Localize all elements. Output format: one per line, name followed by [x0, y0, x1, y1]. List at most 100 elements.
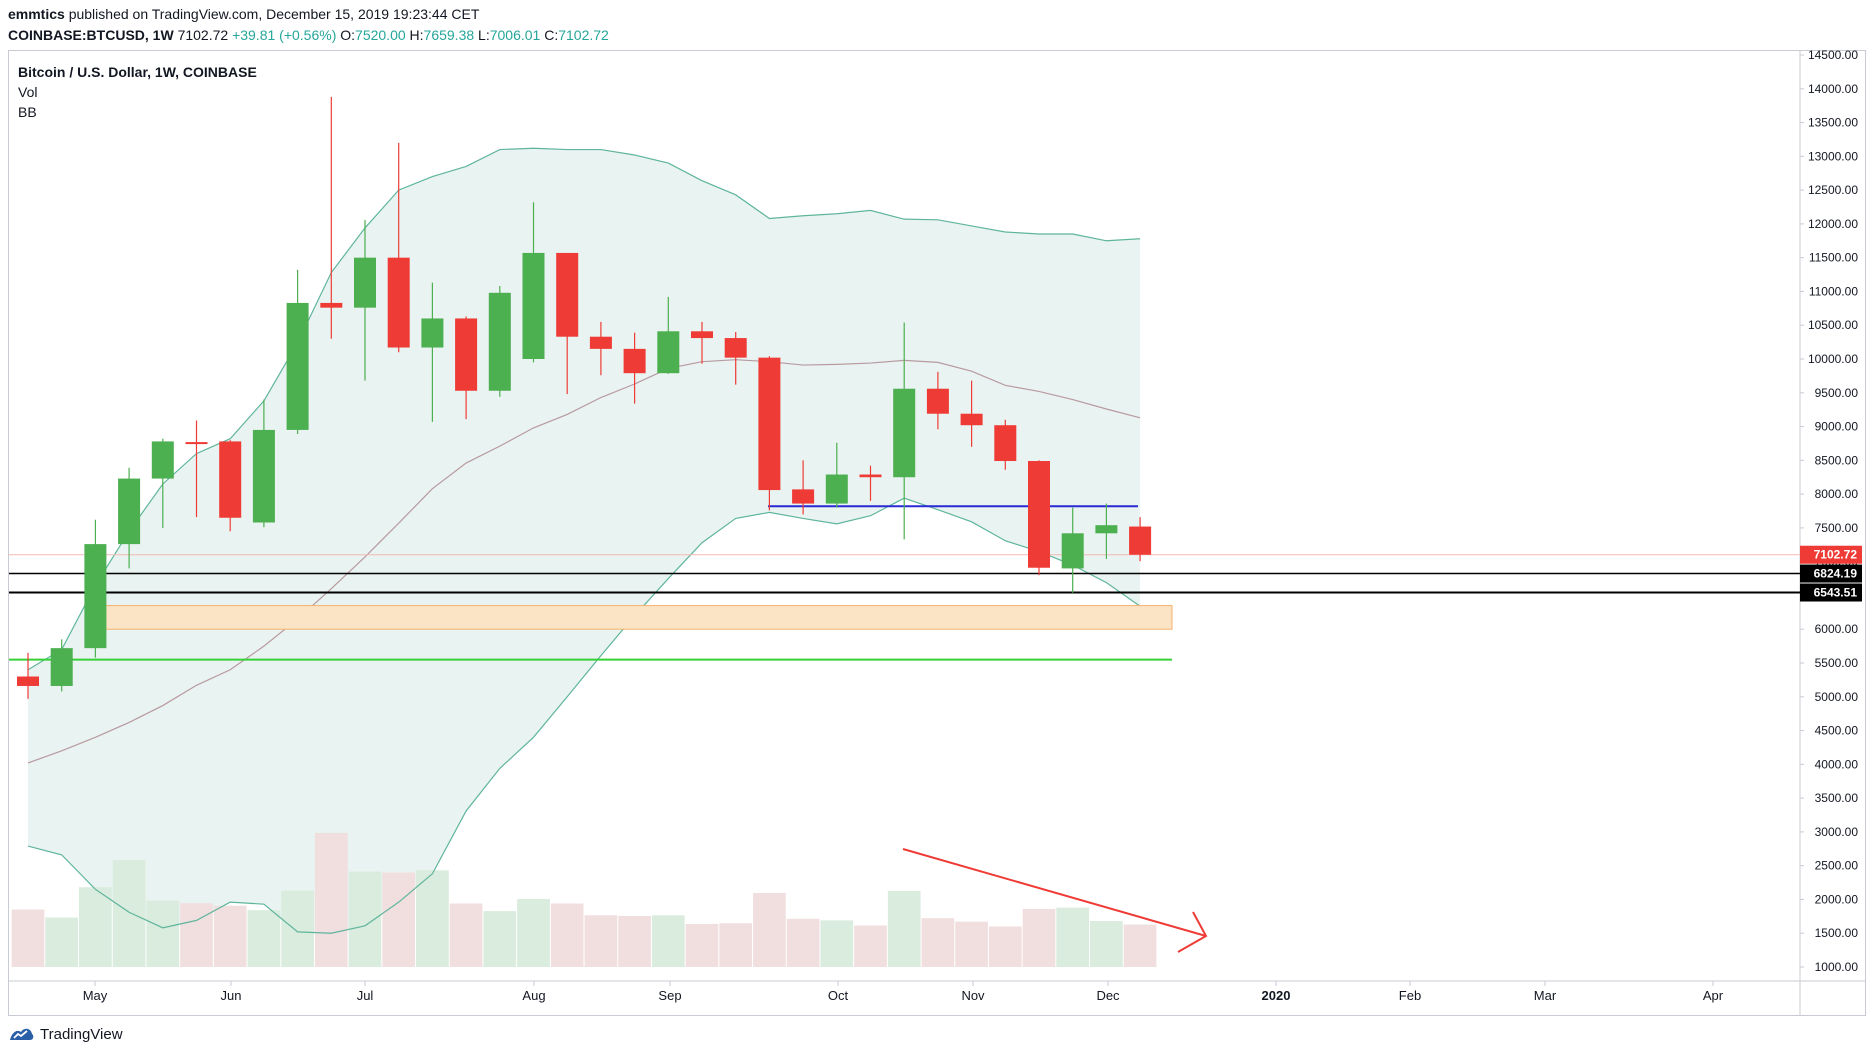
- candle-body: [252, 429, 275, 523]
- price-tick-label: 4500.00: [1815, 724, 1859, 738]
- volume-bar: [955, 921, 988, 967]
- time-tick-label: Nov: [961, 988, 985, 1003]
- price-tick-label: 11500.00: [1809, 251, 1858, 265]
- time-tick-label: Sep: [658, 988, 681, 1003]
- price-tick-label: 3000.00: [1815, 825, 1859, 839]
- candle-body: [185, 442, 208, 445]
- volume-bar: [382, 872, 416, 967]
- chart-legend: Bitcoin / U.S. Dollar, 1W, COINBASE Vol …: [18, 62, 257, 122]
- candle-body: [994, 425, 1017, 462]
- candle-body: [724, 338, 747, 358]
- last-price-label: 7102.72: [1814, 548, 1858, 562]
- candle-body: [556, 252, 579, 337]
- volume-bar: [618, 915, 651, 967]
- candle-body: [17, 676, 39, 686]
- time-tick-label: Jul: [357, 988, 374, 1003]
- volume-bar: [213, 905, 247, 967]
- level-label-1-bg: [1800, 564, 1862, 583]
- price-tick-label: 12500.00: [1808, 183, 1858, 197]
- price-tick-label: 2500.00: [1815, 859, 1859, 873]
- open-label: O:: [340, 27, 356, 43]
- price-tick-label: 13000.00: [1808, 149, 1858, 163]
- volume-bar: [247, 910, 281, 967]
- symbol-ohlc-line: COINBASE:BTCUSD, 1W 7102.72 +39.81 (+0.5…: [8, 24, 1858, 46]
- volume-bar: [887, 891, 921, 967]
- price-tick-label: 5000.00: [1815, 690, 1859, 704]
- volume-bar: [1090, 921, 1123, 967]
- price-tick-label: 8000.00: [1815, 487, 1859, 501]
- level-label-2-bg: [1800, 583, 1862, 602]
- candle-body: [758, 357, 781, 491]
- price-tick-label: 14500.00: [1808, 48, 1858, 62]
- volume-bar: [517, 899, 550, 967]
- volume-bar: [1123, 924, 1157, 967]
- price-tick-label: 8500.00: [1815, 453, 1859, 467]
- volume-bar: [550, 903, 584, 967]
- price-tick-label: 11000.00: [1809, 284, 1858, 298]
- price-tick-label: 9500.00: [1815, 386, 1859, 400]
- volume-bar: [685, 923, 719, 967]
- chart-frame[interactable]: [8, 50, 1866, 1016]
- price-tick-label: 10500.00: [1808, 318, 1858, 332]
- candle-body: [893, 388, 916, 478]
- time-tick-label: Feb: [1399, 988, 1421, 1003]
- volume-bar: [11, 909, 45, 967]
- volume-bar: [146, 900, 180, 967]
- trend-arrow-head: [1177, 911, 1208, 953]
- candle-body: [825, 474, 848, 504]
- candle-body: [84, 544, 107, 649]
- candle-body: [1129, 526, 1152, 555]
- time-tick-label: Dec: [1096, 988, 1120, 1003]
- close-label: C:: [544, 27, 559, 43]
- volume-bar: [1022, 908, 1056, 967]
- volume-bar: [79, 887, 112, 967]
- volume-bar: [314, 832, 348, 967]
- volume-bar: [820, 920, 854, 967]
- support-zone: [104, 605, 1173, 630]
- price-tick-label: 7500.00: [1815, 521, 1859, 535]
- price-tick-label: 1000.00: [1815, 960, 1859, 974]
- trend-arrow: [902, 848, 1208, 953]
- price-tick-label: 14000.00: [1808, 82, 1858, 96]
- volume-bar: [584, 915, 618, 967]
- trend-arrow-shaft: [902, 848, 1207, 937]
- open-value: 7520.00: [355, 27, 406, 43]
- time-tick-label: Mar: [1534, 988, 1557, 1003]
- candle-body: [926, 388, 949, 414]
- candle-body: [320, 302, 343, 308]
- author-name[interactable]: emmtics: [8, 6, 65, 22]
- time-tick-label: Aug: [522, 988, 545, 1003]
- volume-bar: [651, 915, 685, 967]
- candle-body: [50, 648, 73, 686]
- candle-body: [1028, 461, 1050, 568]
- legend-bollinger[interactable]: BB: [18, 104, 37, 120]
- time-tick-label: Oct: [828, 988, 849, 1003]
- volume-bar: [180, 903, 213, 967]
- volume-bar: [786, 918, 820, 967]
- tradingview-footer[interactable]: TradingView: [8, 1020, 123, 1048]
- low-value: 7006.01: [489, 27, 541, 43]
- candle-body: [118, 478, 141, 545]
- price-tick-label: 4000.00: [1815, 757, 1859, 771]
- price-tick-label: 3500.00: [1815, 791, 1859, 805]
- candle-body: [960, 413, 983, 426]
- price-tick-label: 2000.00: [1815, 892, 1859, 906]
- volume-bar: [854, 925, 887, 967]
- legend-title[interactable]: Bitcoin / U.S. Dollar, 1W, COINBASE: [18, 64, 257, 80]
- publish-text: published on TradingView.com, December 1…: [68, 6, 480, 22]
- bollinger-upper-line: [27, 147, 1141, 671]
- candle-body: [859, 474, 882, 478]
- candle-body: [354, 257, 376, 308]
- candle-body: [522, 252, 545, 359]
- candle-body: [387, 257, 410, 348]
- volume-bar: [753, 892, 786, 967]
- close-value: 7102.72: [558, 27, 609, 43]
- symbol-label[interactable]: COINBASE:BTCUSD, 1W: [8, 27, 174, 43]
- legend-volume[interactable]: Vol: [18, 84, 38, 100]
- price-tick-label: 5500.00: [1815, 656, 1859, 670]
- candle-body: [589, 336, 612, 349]
- bollinger-lower-line: [27, 497, 1141, 934]
- time-tick-label: 2020: [1262, 988, 1291, 1003]
- candle-body: [691, 331, 713, 339]
